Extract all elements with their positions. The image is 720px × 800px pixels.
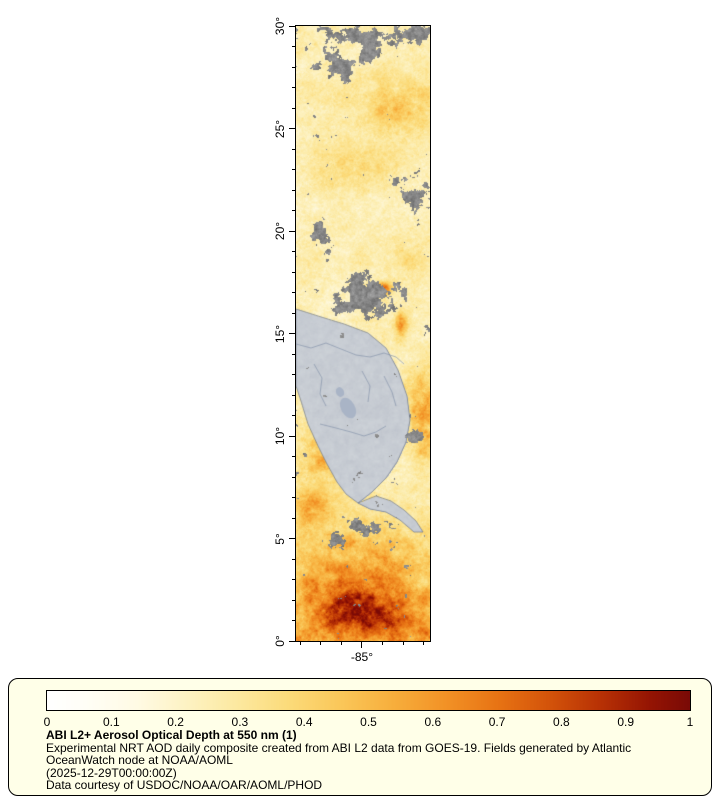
x-axis-minor-tick xyxy=(320,642,322,645)
y-axis-minor-tick xyxy=(292,66,295,68)
x-axis-minor-tick xyxy=(423,642,425,645)
legend-timestamp: (2025-12-29T00:00:00Z) xyxy=(46,765,177,780)
y-axis-minor-tick xyxy=(292,169,295,170)
x-axis-minor-tick xyxy=(382,642,384,645)
y-axis-tick-label: 5° xyxy=(273,532,287,545)
y-axis-minor-tick xyxy=(292,374,295,375)
y-axis-minor-tick xyxy=(292,87,295,88)
y-axis-tick-label: 30° xyxy=(273,16,287,36)
x-axis-minor-tick xyxy=(340,642,342,645)
legend-description: Experimental NRT AOD daily composite cre… xyxy=(46,740,632,767)
colorbar-tick-label: 0 xyxy=(43,715,51,729)
y-axis-minor-tick xyxy=(292,353,295,355)
colorbar-tick-label: 0.5 xyxy=(360,715,377,729)
y-axis-tick-label: 25° xyxy=(273,119,287,138)
y-axis-tick-label: 20° xyxy=(273,221,287,241)
colorbar-tick-label: 0.8 xyxy=(553,715,570,729)
y-axis-minor-tick xyxy=(292,497,295,498)
y-axis-minor-tick xyxy=(292,415,295,416)
y-axis-minor-tick xyxy=(292,312,295,314)
colorbar xyxy=(46,690,691,711)
y-axis-minor-tick xyxy=(292,456,295,457)
y-axis-minor-tick xyxy=(292,292,295,293)
legend-title: ABI L2+ Aerosol Optical Depth at 550 nm … xyxy=(46,728,297,742)
map-plot xyxy=(295,25,431,642)
colorbar-tick-label: 0.7 xyxy=(488,715,506,729)
legend-textblock: ABI L2+ Aerosol Optical Depth at 550 nm … xyxy=(46,729,694,792)
y-axis-minor-tick xyxy=(292,107,295,109)
legend-credit: Data courtesy of USDOC/NOAA/OAR/AOML/PHO… xyxy=(46,778,323,792)
y-axis-minor-tick xyxy=(292,148,295,150)
y-axis-minor-tick xyxy=(292,558,295,560)
y-axis-major-tick xyxy=(289,128,295,129)
y-axis-minor-tick xyxy=(292,251,295,252)
y-axis-minor-tick xyxy=(292,271,295,273)
colorbar-tick-label: 0.4 xyxy=(295,715,313,729)
y-axis-major-tick xyxy=(289,435,295,437)
y-axis-minor-tick xyxy=(292,517,295,519)
y-axis-minor-tick xyxy=(292,579,295,580)
y-axis-major-tick xyxy=(289,230,295,232)
y-axis-minor-tick xyxy=(292,599,295,601)
x-axis-major-tick xyxy=(361,642,363,648)
x-axis-tick-label: -85° xyxy=(350,650,374,664)
y-axis-major-tick xyxy=(289,538,295,539)
y-axis-minor-tick xyxy=(292,476,295,478)
colorbar-tick-label: 0.6 xyxy=(424,715,442,729)
y-axis-major-tick xyxy=(289,25,295,27)
colorbar-legend-box: 0 0.1 0.2 0.3 0.4 0.5 0.6 0.7 0.8 0.9 1 ABI L2+ Ae… xyxy=(8,678,712,796)
y-axis-minor-tick xyxy=(292,210,295,211)
y-axis-tick-label: 15° xyxy=(273,324,287,343)
colorbar-tick-label: 0.2 xyxy=(167,715,184,729)
y-axis-tick-label: 0° xyxy=(273,635,287,647)
y-axis-minor-tick xyxy=(292,620,295,621)
y-axis-minor-tick xyxy=(292,394,295,396)
y-axis-major-tick xyxy=(289,333,295,334)
y-axis-minor-tick xyxy=(292,46,295,47)
y-axis-minor-tick xyxy=(292,189,295,191)
y-axis-tick-label: 10° xyxy=(273,426,287,446)
y-axis-major-tick xyxy=(289,640,295,642)
aod-map-canvas xyxy=(296,26,430,641)
x-axis-minor-tick xyxy=(299,642,301,645)
colorbar-tick-label: 0.3 xyxy=(231,715,249,729)
colorbar-tick-label: 0.1 xyxy=(102,715,120,729)
colorbar-tick-label: 0.9 xyxy=(617,715,635,729)
x-axis-minor-tick xyxy=(402,642,404,645)
colorbar-tick-label: 1 xyxy=(686,715,694,729)
